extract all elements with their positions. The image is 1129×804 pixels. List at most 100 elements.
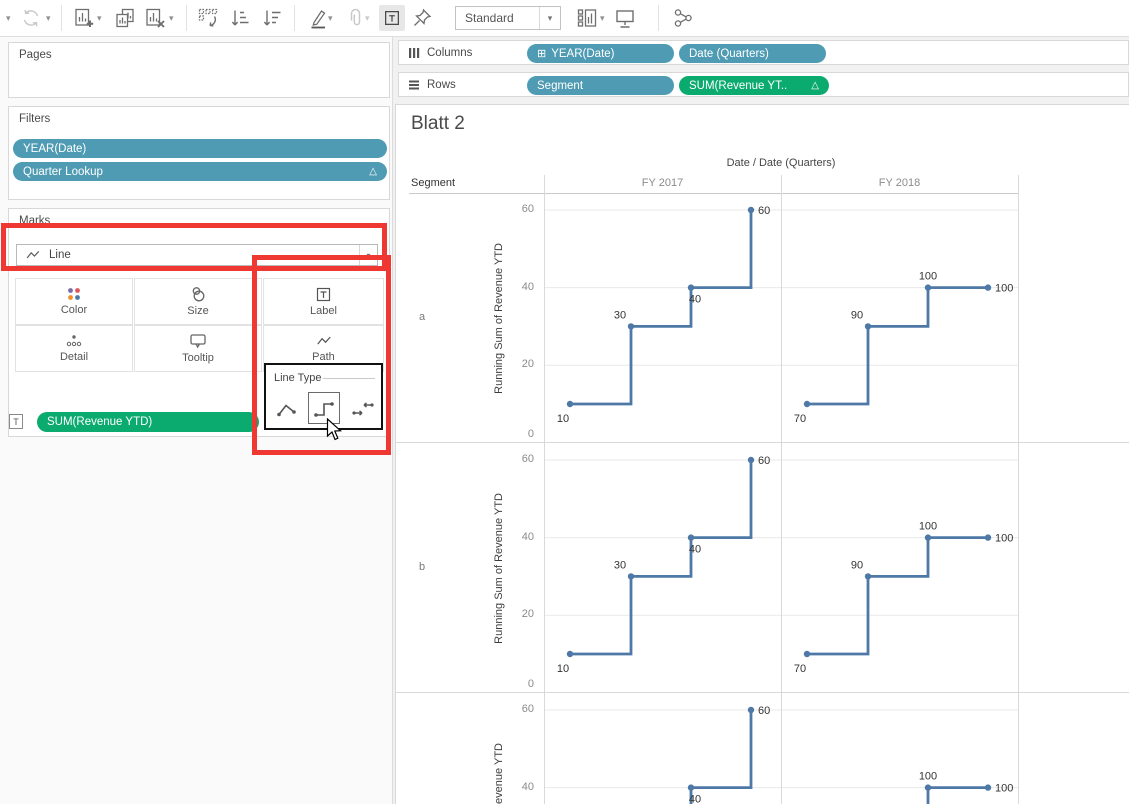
data-point-label: 40 (689, 544, 701, 556)
data-point-label: 10 (557, 663, 569, 675)
data-point-marker[interactable] (627, 323, 635, 330)
data-point-marker[interactable] (687, 534, 695, 541)
segment-row-label[interactable]: b (418, 561, 426, 573)
data-point-marker[interactable] (803, 400, 811, 408)
show-me-caret-icon[interactable]: ▾ (600, 13, 605, 23)
data-point-marker[interactable] (924, 534, 932, 541)
data-point-marker[interactable] (984, 284, 992, 291)
data-point-marker[interactable] (747, 206, 755, 214)
column-field-header[interactable]: Date / Date (Quarters) (726, 157, 836, 169)
rows-pill-sum-revenue[interactable]: SUM(Revenue YT.. △ (679, 76, 829, 95)
toolbar-separator (658, 5, 659, 31)
attachment-caret-icon[interactable]: ▾ (365, 13, 370, 23)
columns-pill-date-quarters[interactable]: Date (Quarters) (679, 44, 826, 63)
highlight-caret-icon[interactable]: ▾ (328, 13, 333, 23)
y-axis-title[interactable]: Running Sum of Revenue YTD (493, 492, 505, 644)
size-button[interactable]: Size (134, 278, 262, 325)
line-mark-icon (26, 250, 40, 259)
pages-card[interactable]: Pages (8, 42, 390, 98)
presentation-mode-icon[interactable] (614, 7, 636, 29)
attachment-icon[interactable] (344, 7, 366, 29)
y-axis-tick-label: 60 (521, 203, 534, 215)
rows-shelf[interactable]: Rows Segment SUM(Revenue YT.. △ (398, 72, 1129, 97)
line-type-option-step[interactable] (308, 392, 340, 424)
mark-type-dropdown[interactable]: Line ▾ (16, 244, 378, 266)
refresh-dropdown-caret-icon[interactable]: ▾ (46, 13, 51, 23)
data-point-marker[interactable] (924, 284, 932, 291)
mark-type-value: Line (49, 249, 71, 261)
pin-icon[interactable] (411, 7, 433, 29)
column-header-fy2018[interactable]: FY 2018 (878, 177, 921, 189)
data-point-marker[interactable] (747, 706, 755, 714)
line-type-popup-title: Line Type (274, 372, 322, 384)
duplicate-worksheet-icon[interactable] (114, 7, 136, 29)
share-icon[interactable] (672, 7, 694, 29)
label-button[interactable]: Label (263, 278, 384, 325)
color-button[interactable]: Color (15, 278, 133, 325)
data-point-marker[interactable] (566, 650, 574, 658)
label-encoding-chip: T (9, 414, 23, 429)
show-me-icon[interactable] (576, 7, 598, 29)
y-axis-tick-label: 60 (521, 453, 534, 465)
rows-shelf-label: Rows (427, 78, 456, 91)
columns-shelf-label: Columns (427, 46, 473, 59)
data-point-marker[interactable] (627, 573, 635, 580)
columns-shelf[interactable]: Columns ⊞ YEAR(Date) Date (Quarters) (398, 40, 1129, 65)
detail-button[interactable]: Detail (15, 325, 133, 372)
filter-pill-quarter-lookup[interactable]: Quarter Lookup △ (13, 162, 387, 181)
line-type-option-linear[interactable] (274, 398, 300, 420)
new-worksheet-icon[interactable] (73, 7, 95, 29)
fit-selector[interactable]: Standard ▾ (455, 6, 561, 30)
header-underline (409, 193, 1018, 194)
data-point-label: 30 (614, 559, 626, 571)
mark-type-caret-icon[interactable]: ▾ (359, 245, 377, 265)
rows-pill-segment[interactable]: Segment (527, 76, 674, 95)
toolbar-separator (186, 5, 187, 31)
segment-row-label[interactable]: a (418, 311, 426, 323)
data-point-marker[interactable] (864, 573, 872, 580)
row-field-header[interactable]: Segment (411, 177, 456, 189)
y-axis-tick-label: 40 (521, 781, 534, 793)
fit-selector-caret-icon[interactable]: ▾ (539, 7, 560, 29)
show-mark-labels-button[interactable] (379, 5, 405, 31)
filter-pill-year-date[interactable]: YEAR(Date) (13, 139, 387, 158)
y-axis-title[interactable]: Running Sum of Revenue YTD (493, 242, 505, 394)
jump-line-icon (352, 402, 374, 416)
data-point-marker[interactable] (747, 456, 755, 464)
clear-worksheet-caret-icon[interactable]: ▾ (169, 13, 174, 23)
show-mark-labels-icon (385, 11, 399, 25)
clear-worksheet-icon[interactable] (144, 7, 166, 29)
marks-card-title: Marks (19, 215, 51, 227)
data-point-marker[interactable] (984, 534, 992, 541)
tooltip-button[interactable]: Tooltip (134, 325, 262, 372)
marks-pill-sum-revenue-ytd[interactable]: SUM(Revenue YTD) (37, 412, 259, 432)
line-type-option-jump[interactable] (350, 398, 376, 420)
data-point-marker[interactable] (803, 650, 811, 658)
step-line (570, 210, 753, 406)
data-point-marker[interactable] (984, 784, 992, 791)
data-point-marker[interactable] (566, 400, 574, 408)
sort-ascending-icon[interactable] (229, 7, 251, 29)
data-point-label: 100 (995, 533, 1013, 545)
data-point-label: 70 (794, 663, 806, 675)
undo-dropdown-caret-icon[interactable]: ▾ (6, 13, 11, 23)
expand-box-icon[interactable]: ⊞ (537, 48, 547, 60)
data-point-marker[interactable] (687, 284, 695, 291)
columns-pill-year-date[interactable]: ⊞ YEAR(Date) (527, 44, 674, 63)
new-worksheet-caret-icon[interactable]: ▾ (97, 13, 102, 23)
swap-rows-and-columns-icon[interactable] (197, 7, 219, 29)
data-point-marker[interactable] (687, 784, 695, 791)
data-point-marker[interactable] (924, 784, 932, 791)
column-header-fy2017[interactable]: FY 2017 (641, 177, 684, 189)
refresh-icon[interactable] (20, 7, 42, 29)
sort-descending-icon[interactable] (261, 7, 283, 29)
data-point-marker[interactable] (864, 323, 872, 330)
filters-card[interactable]: Filters YEAR(Date) Quarter Lookup △ (8, 106, 390, 200)
highlight-icon[interactable] (307, 7, 329, 29)
